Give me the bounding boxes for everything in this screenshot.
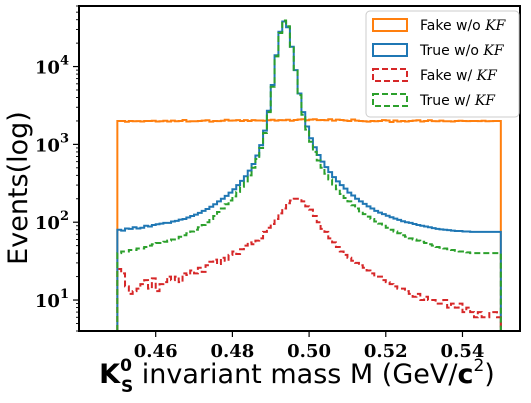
- x-axis-title-k: K: [99, 359, 121, 390]
- legend-entry: True w/o KF: [372, 43, 505, 59]
- plot-frame: [78, 5, 521, 332]
- series-line-fake-w-o-kf: [116, 118, 502, 331]
- legend-label: Fake w/ KF: [420, 68, 498, 84]
- series-line-true-w-kf: [116, 19, 502, 331]
- legend-label: True w/o KF: [419, 43, 505, 59]
- legend-swatch: [372, 18, 408, 32]
- x-tick-label: 0.46: [134, 341, 178, 362]
- series-line-fake-w-kf: [116, 197, 502, 331]
- x-tick-label: 0.48: [210, 341, 254, 362]
- legend-entry: True w/ KF: [372, 93, 496, 109]
- series-layer: [116, 19, 502, 331]
- x-tick-label: 0.50: [287, 341, 331, 362]
- x-axis-title-c-sup: 2: [473, 356, 484, 376]
- x-axis-title-k-sub: S: [121, 377, 133, 397]
- legend-swatch: [372, 43, 408, 57]
- y-tick-label: 103: [35, 131, 69, 156]
- x-axis-title-c: c: [457, 359, 473, 390]
- legend-entry: Fake w/o KF: [372, 18, 507, 34]
- y-axis-title: Events(log): [3, 111, 34, 265]
- legend: Fake w/o KF True w/o KF Fake w/ KF True w/ …: [365, 10, 520, 118]
- x-axis-title-mid: invariant mass M (GeV/: [133, 359, 458, 390]
- y-tick-label: 104: [35, 54, 69, 79]
- axis-ticks: [73, 5, 464, 337]
- legend-entry: Fake w/ KF: [372, 68, 498, 84]
- x-axis-title-end: ): [484, 359, 495, 390]
- legend-swatch: [372, 93, 408, 107]
- x-tick-label: 0.54: [441, 341, 485, 362]
- x-axis-title: K0 S invariant mass M (GeV/c2): [99, 356, 495, 397]
- axis-tick-labels: 0.46 0.48 0.50 0.52 0.54 101 102 103 104: [35, 54, 485, 362]
- x-axis-title-k-sup: 0: [120, 356, 132, 376]
- legend-label: True w/ KF: [419, 93, 496, 109]
- y-tick-label: 102: [35, 209, 69, 234]
- legend-box: [365, 10, 520, 118]
- x-tick-label: 0.52: [364, 341, 408, 362]
- legend-swatch: [372, 68, 408, 82]
- legend-label: Fake w/o KF: [420, 18, 507, 34]
- y-tick-label: 101: [35, 287, 69, 312]
